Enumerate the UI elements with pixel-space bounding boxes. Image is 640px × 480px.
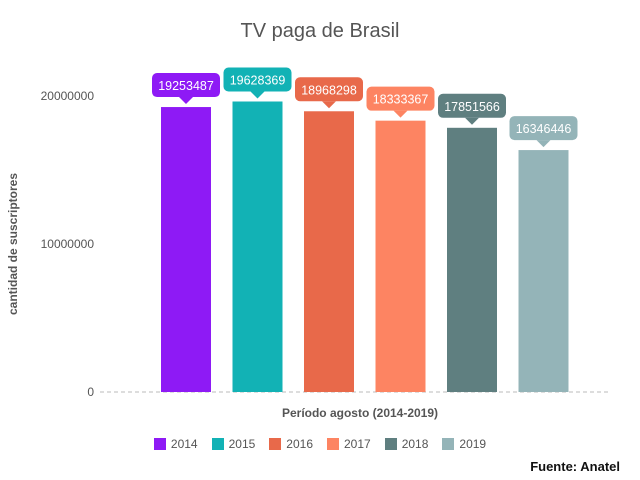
data-label-box (366, 86, 435, 111)
bar-2014 (161, 107, 211, 392)
data-label: 16346446 (516, 122, 572, 136)
bar-2018 (447, 127, 497, 393)
data-label: 18968298 (301, 83, 357, 97)
source-note: Fuente: Anatel (530, 459, 620, 474)
x-axis-label: Período agosto (2014-2019) (282, 406, 438, 420)
legend-label: 2019 (459, 437, 487, 451)
legend-swatch (384, 438, 397, 450)
legend-label: 2015 (228, 437, 256, 451)
data-label-pointer (322, 101, 336, 109)
bar-2015 (232, 101, 283, 393)
legend-swatch (153, 438, 166, 450)
data-label-box (223, 67, 292, 92)
bar-2019 (518, 150, 569, 392)
chart-title: TV paga de Brasil (241, 20, 400, 42)
legend-label: 2014 (170, 437, 198, 451)
y-tick-label: 10000000 (41, 237, 95, 251)
data-label-pointer (250, 91, 265, 99)
data-label: 17851566 (444, 100, 500, 114)
data-label-box (295, 77, 363, 102)
data-label-box (509, 116, 578, 141)
legend-item-2018: 2018 (384, 437, 429, 451)
data-label-pointer (179, 97, 193, 105)
legend-swatch (327, 438, 339, 450)
legend-item-2016: 2016 (269, 437, 313, 451)
data-label: 19628369 (230, 74, 286, 88)
legend-item-2014: 2014 (153, 437, 198, 451)
legend-label: 2018 (401, 437, 429, 451)
legend-swatch (211, 438, 224, 450)
legend-label: 2016 (286, 437, 313, 451)
y-tick-label: 20000000 (41, 89, 95, 103)
bar-2016 (304, 111, 354, 392)
legend-item-2019: 2019 (442, 437, 486, 451)
data-label-pointer (465, 117, 479, 125)
legend-item-2017: 2017 (327, 437, 371, 451)
data-label-box (438, 93, 506, 118)
y-axis-label: cantidad de suscriptores (6, 173, 20, 315)
data-label-pointer (393, 110, 408, 118)
legend-item-2015: 2015 (211, 437, 256, 451)
bar-2017 (375, 120, 426, 392)
legend-swatch (269, 438, 282, 450)
legend-swatch (442, 438, 455, 450)
data-label-pointer (536, 140, 551, 148)
legend-label: 2017 (344, 437, 371, 451)
legend: 2014 2015 2016 2017 2018 2019 (0, 437, 640, 451)
y-tick-label: 0 (87, 385, 94, 399)
data-label-box (152, 73, 220, 98)
data-label: 18333367 (373, 93, 429, 107)
data-label: 19253487 (158, 79, 214, 93)
